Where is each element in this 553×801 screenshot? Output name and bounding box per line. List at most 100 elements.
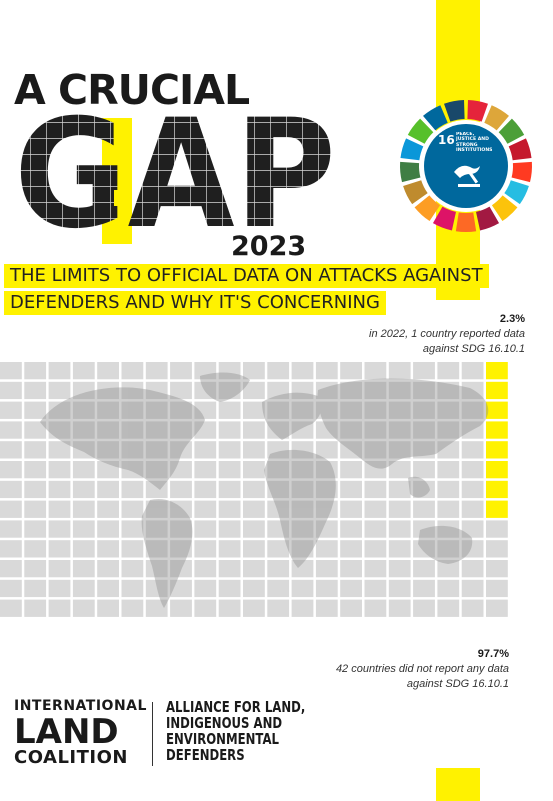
waffle-cell-not-reported	[413, 362, 435, 380]
waffle-cell-not-reported	[461, 500, 484, 518]
waffle-cell-not-reported	[0, 579, 22, 598]
waffle-cell-not-reported	[340, 500, 362, 518]
waffle-cell-not-reported	[388, 599, 411, 617]
waffle-cell-not-reported	[97, 599, 119, 617]
waffle-cell-not-reported	[340, 381, 362, 400]
waffle-cell-not-reported	[194, 441, 217, 459]
waffle-cell-not-reported	[388, 401, 411, 419]
gap-title-graphic: GAP	[14, 106, 336, 246]
sdg-wheel-segment	[504, 180, 529, 205]
waffle-cell-not-reported	[315, 599, 338, 617]
world-map-waffle-grid	[0, 362, 508, 617]
waffle-cell-not-reported	[315, 381, 338, 400]
ilc-logo-line-3: COALITION	[14, 747, 128, 768]
waffle-cell-not-reported	[437, 480, 460, 499]
waffle-cell-not-reported	[243, 579, 265, 598]
waffle-cell-not-reported	[145, 421, 168, 439]
waffle-cell-not-reported	[413, 500, 435, 518]
waffle-cell-not-reported	[0, 540, 22, 558]
waffle-cell-not-reported	[145, 520, 168, 538]
sdg-wheel-segment	[484, 105, 509, 131]
sdg-wheel-segment	[508, 138, 532, 161]
sdg-wheel-segment	[511, 161, 532, 183]
waffle-cell-not-reported	[437, 540, 460, 558]
waffle-cell-not-reported	[218, 381, 241, 400]
waffle-cell-not-reported	[24, 560, 47, 578]
waffle-cell-not-reported	[340, 401, 362, 419]
waffle-cell-reported	[486, 421, 508, 439]
waffle-cell-not-reported	[340, 520, 362, 538]
waffle-cell-not-reported	[0, 381, 22, 400]
waffle-cell-not-reported	[0, 401, 22, 419]
waffle-cell-not-reported	[218, 540, 241, 558]
waffle-cell-not-reported	[315, 500, 338, 518]
waffle-cell-not-reported	[97, 401, 119, 419]
waffle-cell-not-reported	[170, 599, 192, 617]
waffle-cell-not-reported	[267, 520, 290, 538]
waffle-cell-not-reported	[461, 560, 484, 578]
waffle-cell-not-reported	[145, 599, 168, 617]
waffle-cell-not-reported	[170, 441, 192, 459]
waffle-cell-not-reported	[48, 500, 71, 518]
waffle-cell-not-reported	[48, 441, 71, 459]
waffle-cell-reported	[486, 441, 508, 459]
waffle-cell-reported	[486, 362, 508, 380]
waffle-cell-not-reported	[267, 421, 290, 439]
waffle-cell-not-reported	[267, 540, 290, 558]
waffle-cell-not-reported	[315, 421, 338, 439]
waffle-cell-not-reported	[413, 560, 435, 578]
waffle-cell-not-reported	[267, 362, 290, 380]
waffle-cell-not-reported	[243, 401, 265, 419]
sdg-wheel-segment	[400, 161, 421, 183]
waffle-cell-not-reported	[0, 441, 22, 459]
waffle-cell-not-reported	[0, 362, 22, 380]
sdg-wheel-segment	[498, 118, 525, 144]
waffle-cell-not-reported	[364, 560, 387, 578]
waffle-cell-reported	[486, 401, 508, 419]
stat-reported-text: in 2022, 1 country reported data against…	[369, 328, 525, 355]
waffle-cell-not-reported	[461, 480, 484, 499]
waffle-cell-not-reported	[218, 500, 241, 518]
waffle-cell-not-reported	[72, 461, 95, 479]
waffle-cell-not-reported	[48, 540, 71, 558]
waffle-cell-not-reported	[291, 540, 314, 558]
waffle-cell-not-reported	[218, 520, 241, 538]
waffle-cell-not-reported	[267, 401, 290, 419]
waffle-cell-not-reported	[267, 381, 290, 400]
waffle-cell-not-reported	[243, 599, 265, 617]
waffle-cell-not-reported	[413, 461, 435, 479]
waffle-cell-not-reported	[388, 520, 411, 538]
world-map-silhouette	[40, 372, 489, 608]
waffle-cell-reported	[486, 500, 508, 518]
waffle-cell-not-reported	[121, 480, 144, 499]
waffle-cell-not-reported	[437, 421, 460, 439]
sdg-wheel-segment	[403, 180, 428, 205]
waffle-cell-not-reported	[340, 560, 362, 578]
waffle-cell-not-reported	[291, 421, 314, 439]
waffle-cell-not-reported	[243, 500, 265, 518]
waffle-cell-not-reported	[48, 362, 71, 380]
year-label: 2023	[231, 231, 307, 262]
waffle-cell-not-reported	[24, 599, 47, 617]
sdg-wheel-segment	[407, 118, 434, 144]
ilc-logo-line-2: LAND	[14, 712, 119, 752]
waffle-cell-not-reported	[97, 421, 119, 439]
subtitle: THE LIMITS TO OFFICIAL DATA ON ATTACKS A…	[4, 264, 524, 318]
waffle-cell-not-reported	[170, 461, 192, 479]
waffle-cell-not-reported	[388, 381, 411, 400]
waffle-cell-not-reported	[364, 421, 387, 439]
waffle-cell-not-reported	[413, 401, 435, 419]
waffle-cell-not-reported	[170, 500, 192, 518]
waffle-cell-not-reported	[461, 362, 484, 380]
waffle-cell-not-reported	[145, 500, 168, 518]
waffle-cell-not-reported	[486, 540, 508, 558]
waffle-cell-not-reported	[121, 599, 144, 617]
sdg-goal-number: 16	[438, 133, 455, 147]
waffle-cell-not-reported	[461, 540, 484, 558]
waffle-cell-reported	[486, 381, 508, 400]
waffle-cell-not-reported	[461, 461, 484, 479]
waffle-cell-not-reported	[413, 540, 435, 558]
waffle-cell-not-reported	[291, 579, 314, 598]
sdg-wheel-segment	[476, 206, 500, 231]
waffle-cell-not-reported	[486, 560, 508, 578]
